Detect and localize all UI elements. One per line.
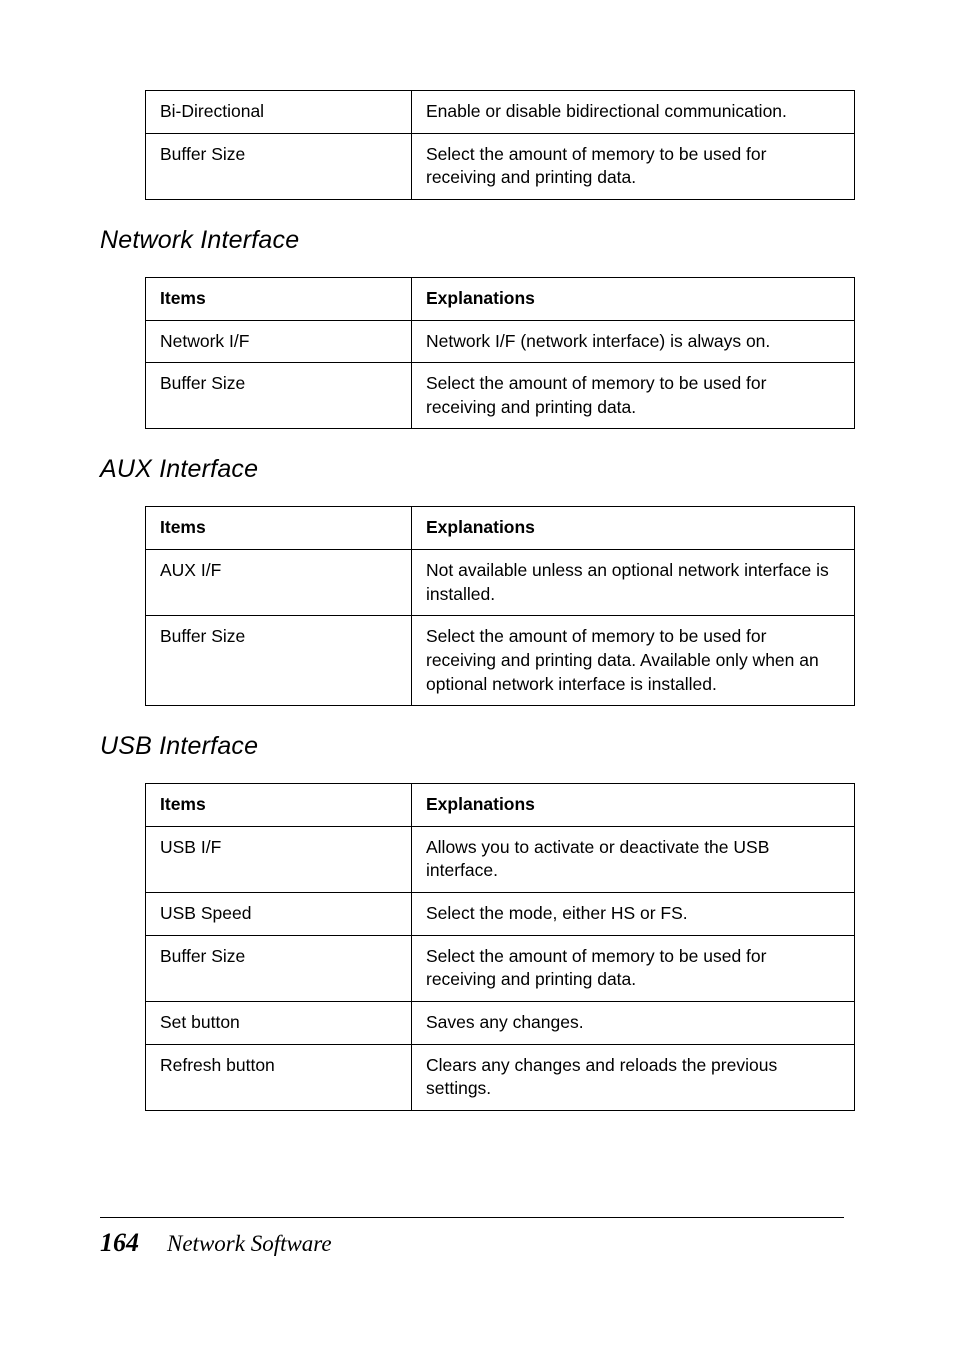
explanation-cell: Select the amount of memory to be used f… bbox=[412, 616, 855, 706]
header-items: Items bbox=[146, 277, 412, 320]
table-row: Refresh button Clears any changes and re… bbox=[146, 1044, 855, 1110]
table-header-row: Items Explanations bbox=[146, 507, 855, 550]
item-cell: Network I/F bbox=[146, 320, 412, 363]
explanation-cell: Select the amount of memory to be used f… bbox=[412, 935, 855, 1001]
explanation-cell: Network I/F (network interface) is alway… bbox=[412, 320, 855, 363]
item-cell: Buffer Size bbox=[146, 133, 412, 199]
table-row: Buffer Size Select the amount of memory … bbox=[146, 935, 855, 1001]
table-header-row: Items Explanations bbox=[146, 784, 855, 827]
table-row: Buffer Size Select the amount of memory … bbox=[146, 363, 855, 429]
page-number: 164 bbox=[100, 1228, 139, 1258]
table-row: USB Speed Select the mode, either HS or … bbox=[146, 893, 855, 936]
item-cell: USB Speed bbox=[146, 893, 412, 936]
table-row: USB I/F Allows you to activate or deacti… bbox=[146, 826, 855, 892]
explanation-cell: Select the amount of memory to be used f… bbox=[412, 363, 855, 429]
item-cell: Buffer Size bbox=[146, 363, 412, 429]
top-table: Bi-Directional Enable or disable bidirec… bbox=[145, 90, 855, 200]
network-interface-table: Items Explanations Network I/F Network I… bbox=[145, 277, 855, 430]
header-explanations: Explanations bbox=[412, 507, 855, 550]
explanation-cell: Select the amount of memory to be used f… bbox=[412, 133, 855, 199]
table-header-row: Items Explanations bbox=[146, 277, 855, 320]
explanation-cell: Enable or disable bidirectional communic… bbox=[412, 91, 855, 134]
aux-interface-table: Items Explanations AUX I/F Not available… bbox=[145, 506, 855, 706]
section-heading-usb-interface: USB Interface bbox=[100, 732, 844, 761]
item-cell: Set button bbox=[146, 1001, 412, 1044]
item-cell: USB I/F bbox=[146, 826, 412, 892]
header-items: Items bbox=[146, 784, 412, 827]
item-cell: Buffer Size bbox=[146, 616, 412, 706]
explanation-cell: Allows you to activate or deactivate the… bbox=[412, 826, 855, 892]
item-cell: Bi-Directional bbox=[146, 91, 412, 134]
table-row: Buffer Size Select the amount of memory … bbox=[146, 133, 855, 199]
explanation-cell: Not available unless an optional network… bbox=[412, 550, 855, 616]
table-row: Network I/F Network I/F (network interfa… bbox=[146, 320, 855, 363]
table-row: Bi-Directional Enable or disable bidirec… bbox=[146, 91, 855, 134]
item-cell: Refresh button bbox=[146, 1044, 412, 1110]
explanation-cell: Select the mode, either HS or FS. bbox=[412, 893, 855, 936]
table-row: Set button Saves any changes. bbox=[146, 1001, 855, 1044]
section-heading-aux-interface: AUX Interface bbox=[100, 455, 844, 484]
section-heading-network-interface: Network Interface bbox=[100, 226, 844, 255]
table-row: Buffer Size Select the amount of memory … bbox=[146, 616, 855, 706]
table-row: AUX I/F Not available unless an optional… bbox=[146, 550, 855, 616]
page-footer: 164 Network Software bbox=[0, 1207, 954, 1298]
footer-title: Network Software bbox=[167, 1231, 332, 1257]
header-items: Items bbox=[146, 507, 412, 550]
explanation-cell: Saves any changes. bbox=[412, 1001, 855, 1044]
usb-interface-table: Items Explanations USB I/F Allows you to… bbox=[145, 783, 855, 1111]
header-explanations: Explanations bbox=[412, 784, 855, 827]
header-explanations: Explanations bbox=[412, 277, 855, 320]
footer-rule bbox=[100, 1217, 844, 1218]
item-cell: Buffer Size bbox=[146, 935, 412, 1001]
item-cell: AUX I/F bbox=[146, 550, 412, 616]
explanation-cell: Clears any changes and reloads the previ… bbox=[412, 1044, 855, 1110]
